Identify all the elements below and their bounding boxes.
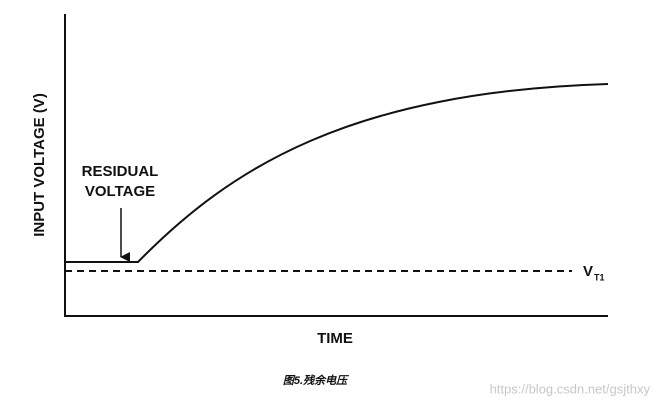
y-axis-label: INPUT VOLTAGE (V) (31, 93, 48, 237)
threshold-subscript: T1 (594, 272, 605, 282)
threshold-symbol: V (583, 263, 593, 280)
caption: 图5.残余电压 (283, 374, 349, 387)
voltage-curve (65, 83, 609, 263)
annotation-line: RESIDUAL (82, 163, 159, 180)
x-axis-label: TIME (317, 330, 353, 347)
annotation-line: VOLTAGE (85, 183, 155, 200)
watermark: https://blog.csdn.net/gsjthxy (490, 381, 651, 396)
